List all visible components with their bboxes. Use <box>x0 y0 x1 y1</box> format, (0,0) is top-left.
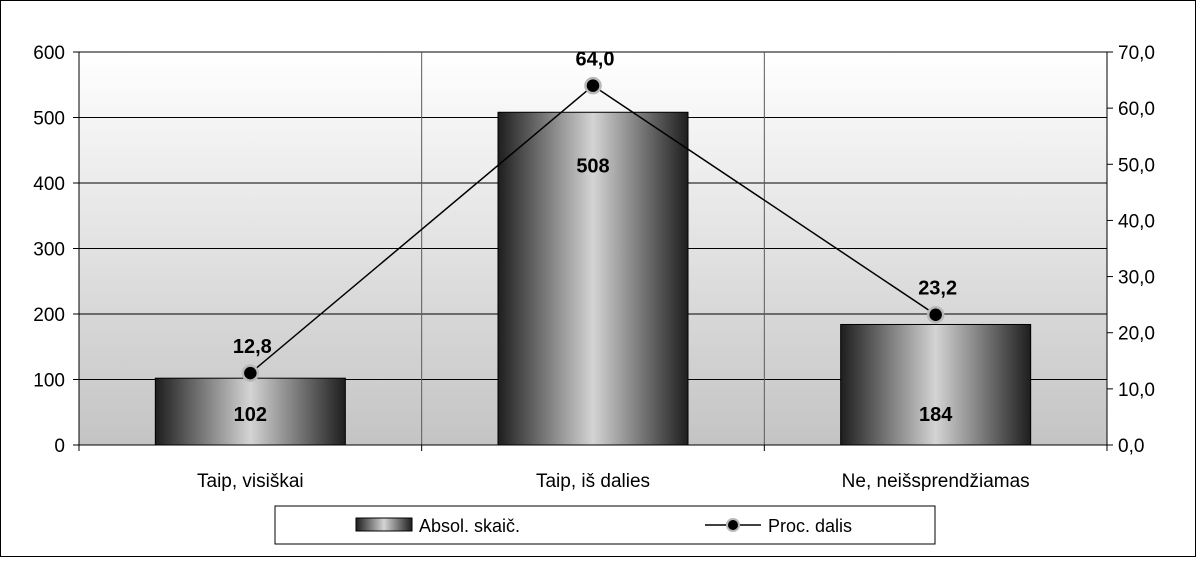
category-label: Taip, visiškai <box>197 471 304 492</box>
right-tick-label: 60,0 <box>1118 99 1155 120</box>
right-tick-label: 30,0 <box>1118 268 1155 289</box>
left-tick-label: 400 <box>33 174 65 195</box>
percent-point <box>241 364 260 382</box>
left-tick-label: 100 <box>33 371 65 392</box>
bar-value-label: 184 <box>919 404 953 426</box>
legend-line-label: Proc. dalis <box>768 516 852 536</box>
bar <box>497 111 689 446</box>
category-label: Ne, neišsprendžiamas <box>842 471 1030 492</box>
left-tick-label: 200 <box>33 305 65 326</box>
right-tick-label: 10,0 <box>1118 380 1155 401</box>
percent-point <box>926 305 945 324</box>
bar-value-label: 508 <box>576 155 609 177</box>
left-tick-label: 600 <box>33 43 65 64</box>
right-tick-label: 70,0 <box>1118 43 1155 64</box>
legend-bar-label: Absol. skaič. <box>419 516 520 536</box>
percent-value-label: 64,0 <box>576 49 615 71</box>
legend-line-marker <box>726 518 740 532</box>
percent-value-label: 23,2 <box>918 278 957 300</box>
right-tick-label: 40,0 <box>1118 211 1155 232</box>
right-tick-label: 20,0 <box>1118 324 1155 345</box>
left-tick-label: 500 <box>33 109 65 130</box>
right-tick-label: 50,0 <box>1118 155 1155 176</box>
left-tick-label: 0 <box>54 436 65 457</box>
percent-value-label: 12,8 <box>233 336 272 358</box>
legend-bar-swatch <box>355 517 413 532</box>
percent-point <box>584 76 602 95</box>
category-label: Taip, iš dalies <box>536 471 650 492</box>
legend-box <box>274 505 936 545</box>
bar <box>840 323 1032 446</box>
left-tick-label: 300 <box>33 240 65 261</box>
right-tick-label: 0,0 <box>1118 436 1144 457</box>
bar-value-label: 102 <box>234 404 267 426</box>
